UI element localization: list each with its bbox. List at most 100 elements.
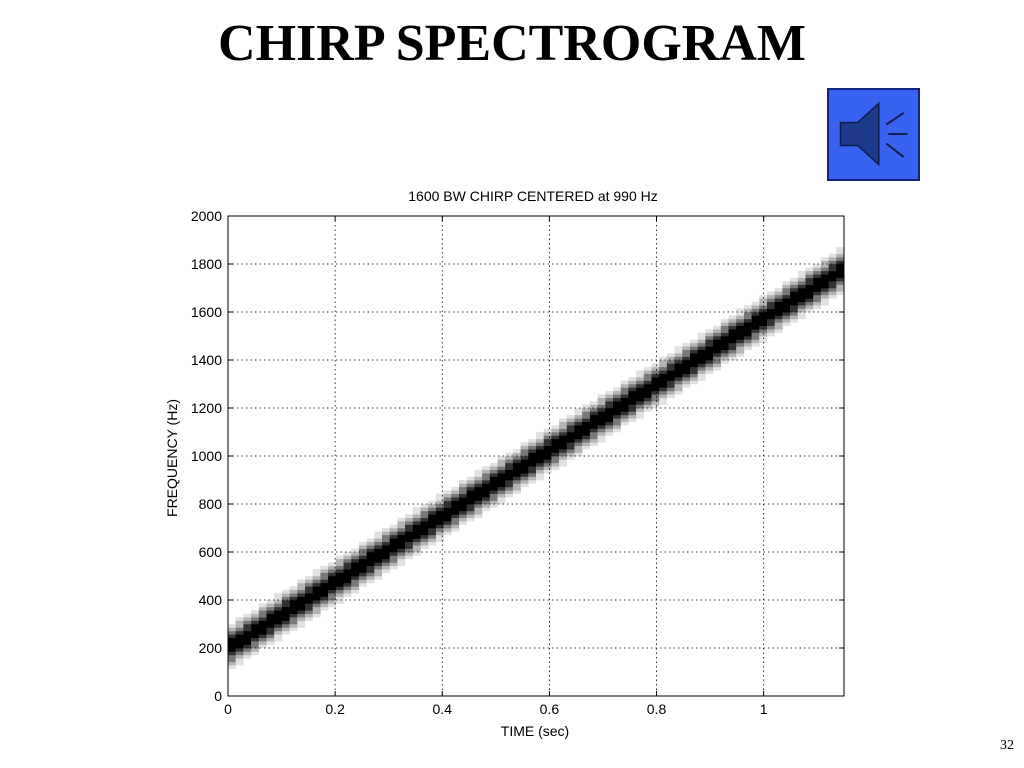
heatmap-cell — [274, 613, 283, 618]
heatmap-cell — [474, 500, 483, 505]
heatmap-cell — [682, 360, 691, 364]
heatmap-cell — [790, 305, 799, 309]
heatmap-cell — [435, 531, 444, 536]
heatmap-cell — [305, 596, 313, 601]
heatmap-cell — [659, 370, 668, 375]
heatmap-cell — [459, 504, 467, 508]
heatmap-cell — [466, 497, 475, 501]
heatmap-cell — [420, 521, 429, 525]
heatmap-cell — [528, 480, 537, 484]
heatmap-cell — [767, 312, 775, 316]
heatmap-cell — [790, 291, 799, 296]
heatmap-cell — [597, 432, 606, 436]
heatmap-cell — [420, 538, 429, 543]
heatmap-cell — [420, 545, 429, 549]
sound-button[interactable] — [827, 88, 920, 181]
y-tick-label: 0 — [214, 688, 222, 704]
heatmap-cell — [328, 569, 337, 573]
heatmap-cell — [613, 418, 621, 423]
heatmap-cell — [659, 356, 668, 361]
heatmap-cell — [582, 411, 591, 416]
heatmap-cell — [767, 318, 775, 323]
heatmap-cell — [382, 558, 390, 563]
heatmap-cell — [805, 270, 814, 275]
heatmap-cell — [328, 565, 337, 570]
heatmap-cell — [636, 373, 645, 378]
heatmap-cell — [497, 462, 506, 467]
heatmap-cell — [420, 528, 429, 532]
heatmap-cell — [620, 408, 629, 412]
heatmap-cell — [690, 373, 698, 378]
heatmap-cell — [497, 469, 506, 474]
heatmap-cell — [443, 517, 452, 522]
heatmap-cell — [451, 528, 460, 532]
heatmap-cell — [374, 576, 383, 580]
heatmap-cell — [674, 387, 683, 392]
heatmap-cell — [266, 600, 275, 604]
heatmap-cell — [536, 452, 544, 457]
heatmap-cell — [435, 500, 444, 505]
heatmap-cell — [720, 346, 729, 351]
heatmap-cell — [828, 284, 837, 289]
heatmap-cell — [605, 414, 614, 419]
heatmap-cell — [659, 360, 668, 364]
heatmap-cell — [820, 284, 829, 289]
heatmap-cell — [713, 332, 722, 337]
heatmap-cell — [697, 342, 706, 347]
heatmap-cell — [251, 648, 260, 652]
heatmap-cell — [243, 654, 252, 659]
heatmap-cell — [405, 521, 414, 525]
heatmap-cell — [343, 576, 352, 580]
heatmap-cell — [813, 267, 822, 272]
heatmap-cell — [659, 390, 668, 395]
heatmap-cell — [520, 476, 529, 481]
heatmap-cell — [389, 538, 398, 543]
heatmap-cell — [374, 531, 383, 536]
heatmap-cell — [574, 452, 583, 457]
heatmap-cell — [705, 366, 714, 371]
heatmap-cell — [528, 476, 537, 481]
heatmap-cell — [389, 545, 398, 549]
heatmap-cell — [528, 449, 537, 453]
heatmap-cell — [281, 630, 290, 635]
heatmap-cell — [597, 428, 606, 433]
heatmap-cell — [543, 452, 552, 457]
heatmap-cell — [305, 610, 313, 615]
heatmap-cell — [559, 442, 568, 447]
heatmap-cell — [228, 654, 236, 659]
heatmap-cell — [528, 466, 537, 471]
heatmap-cell — [628, 377, 637, 381]
heatmap-cell — [520, 452, 529, 457]
heatmap-cell — [690, 339, 698, 344]
heatmap-cell — [767, 325, 775, 330]
heatmap-cell — [351, 565, 360, 570]
heatmap-cell — [235, 627, 244, 632]
heatmap-cell — [720, 336, 729, 340]
heatmap-cell — [582, 442, 591, 447]
heatmap-cell — [728, 353, 737, 357]
heatmap-cell — [551, 466, 560, 471]
heatmap-cell — [482, 500, 491, 505]
heatmap-cell — [489, 480, 498, 484]
heatmap-cell — [443, 528, 452, 532]
heatmap-cell — [559, 456, 568, 460]
heatmap-cell — [435, 528, 444, 532]
heatmap-cell — [335, 586, 344, 591]
heatmap-cell — [482, 493, 491, 498]
heatmap-cell — [482, 504, 491, 508]
heatmap-cell — [405, 545, 414, 549]
heatmap-cell — [828, 270, 837, 275]
heatmap-cell — [412, 538, 421, 543]
heatmap-cell — [520, 483, 529, 488]
heatmap-cell — [666, 366, 675, 371]
heatmap-cell — [351, 569, 360, 573]
heatmap-cell — [705, 342, 714, 347]
heatmap-cell — [774, 315, 783, 320]
heatmap-cell — [435, 493, 444, 498]
heatmap-cell — [605, 421, 614, 426]
heatmap-cell — [358, 576, 367, 580]
heatmap-cell — [836, 260, 845, 265]
heatmap-cell — [305, 589, 313, 594]
heatmap-cell — [813, 298, 822, 303]
heatmap-cell — [790, 315, 799, 320]
